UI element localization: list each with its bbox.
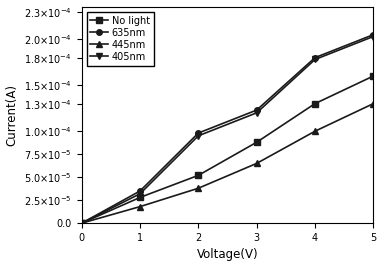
Line: No light: No light — [79, 73, 376, 226]
Legend: No light, 635nm, 445nm, 405nm: No light, 635nm, 445nm, 405nm — [87, 12, 154, 66]
635nm — [79, 222, 84, 225]
405nm — [79, 222, 84, 225]
Y-axis label: Current(A): Current(A) — [6, 84, 19, 146]
No light — [138, 196, 142, 199]
405nm — [138, 192, 142, 195]
No light — [196, 174, 201, 177]
445nm — [371, 102, 376, 105]
445nm — [79, 222, 84, 225]
405nm — [313, 58, 317, 61]
635nm — [254, 108, 259, 112]
Line: 405nm: 405nm — [79, 34, 376, 226]
445nm — [313, 129, 317, 133]
635nm — [371, 33, 376, 36]
No light — [313, 102, 317, 105]
No light — [79, 222, 84, 225]
445nm — [196, 187, 201, 190]
No light — [254, 141, 259, 144]
Line: 635nm: 635nm — [79, 32, 376, 226]
635nm — [138, 189, 142, 193]
X-axis label: Voltage(V): Voltage(V) — [197, 249, 258, 261]
445nm — [254, 162, 259, 165]
Line: 445nm: 445nm — [79, 101, 376, 226]
405nm — [371, 35, 376, 38]
635nm — [313, 56, 317, 59]
635nm — [196, 131, 201, 135]
405nm — [196, 134, 201, 138]
No light — [371, 74, 376, 78]
405nm — [254, 111, 259, 115]
445nm — [138, 205, 142, 208]
